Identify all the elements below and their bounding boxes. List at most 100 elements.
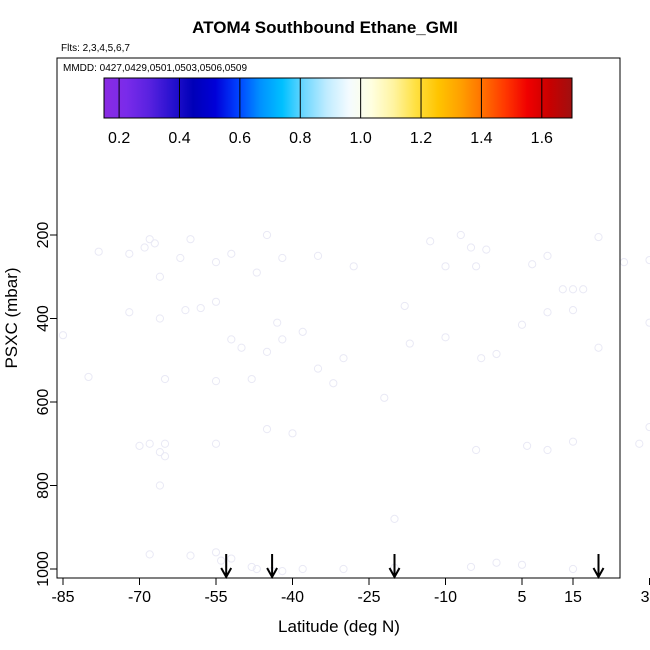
sample-point (472, 262, 481, 271)
sample-point (645, 318, 650, 327)
sample-point (140, 243, 149, 252)
sample-point (278, 335, 287, 344)
sample-point (181, 306, 190, 315)
sample-point (227, 335, 236, 344)
colorbar-tick-label: 0.8 (289, 130, 311, 147)
flight-arrow (388, 554, 401, 580)
sample-point (400, 301, 409, 311)
sample-point (492, 558, 501, 567)
sample-point (155, 481, 164, 490)
sample-point (645, 422, 650, 432)
colorbar-tick-label: 1.0 (350, 130, 372, 147)
x-tick-label: -25 (357, 589, 380, 606)
flight-arrow (592, 554, 605, 580)
sample-point (160, 374, 170, 384)
sample-point (466, 562, 476, 572)
sample-point (523, 441, 532, 450)
sample-point (125, 308, 134, 317)
sample-point (252, 268, 261, 277)
sample-point (339, 564, 348, 574)
x-tick-label: 15 (564, 589, 582, 606)
sample-point (349, 262, 358, 271)
sample-point (528, 260, 537, 269)
sample-point (247, 562, 256, 572)
mmdd-label: MMDD: 0427,0429,0501,0503,0506,0509 (63, 63, 247, 74)
sample-point (380, 393, 389, 402)
colorbar-ticks: 0.2 0.4 0.6 0.8 1.0 1.2 1.4 1.6 (108, 78, 553, 147)
sample-point (150, 239, 159, 248)
colorbar-tick-label: 0.4 (168, 130, 190, 147)
y-tick-label: 600 (35, 389, 52, 416)
sample-point (517, 560, 527, 569)
sample-point (619, 258, 629, 267)
sample-point (543, 308, 552, 317)
x-tick-label: -55 (204, 589, 227, 606)
sample-point (426, 237, 435, 246)
sample-point (145, 235, 154, 244)
sample-point (635, 439, 644, 448)
sample-point (262, 347, 272, 356)
sample-point (145, 550, 154, 559)
x-tick-label: -85 (51, 589, 74, 606)
y-axis-title: PSXC (mbar) (2, 267, 21, 368)
sample-point (176, 253, 185, 263)
colorbar-tick-label: 1.2 (410, 130, 432, 147)
sample-point (390, 514, 399, 524)
sample-point (237, 343, 246, 352)
sample-point (568, 437, 578, 446)
x-tick-label: -70 (128, 589, 151, 606)
sample-point (278, 253, 287, 263)
sample-point (288, 429, 297, 438)
sample-points-layer (58, 230, 650, 576)
sample-point (160, 452, 170, 461)
flight-arrows-layer (220, 554, 605, 580)
sample-point (517, 320, 527, 329)
sample-point (482, 245, 491, 254)
sample-point (568, 306, 578, 315)
sample-point (568, 564, 578, 574)
sample-point (196, 303, 205, 313)
sample-point (594, 232, 603, 242)
sample-point (441, 262, 450, 271)
sample-point (278, 566, 287, 576)
sample-point (227, 249, 236, 258)
sample-point (227, 554, 236, 563)
sample-point (252, 564, 261, 574)
sample-point (472, 445, 481, 455)
sample-point (339, 354, 348, 363)
x-tick-label: 5 (518, 589, 527, 606)
sample-point (155, 314, 164, 323)
sample-point (313, 364, 323, 373)
sample-point (211, 439, 221, 448)
sample-point (441, 333, 450, 342)
chart-title: ATOM4 Southbound Ethane_GMI (192, 18, 458, 37)
sample-point (94, 247, 103, 256)
x-tick-label: -40 (281, 589, 304, 606)
flights-label: Flts: 2,3,4,5,6,7 (61, 43, 130, 54)
sample-point (262, 230, 272, 240)
sample-point (466, 243, 476, 252)
colorbar-tick-label: 1.4 (470, 130, 492, 147)
x-axis-title: Latitude (deg N) (278, 617, 400, 636)
sample-point (247, 374, 256, 384)
sample-point (155, 448, 164, 457)
sample-point (211, 377, 221, 386)
sample-point (262, 425, 272, 434)
sample-point (543, 445, 552, 455)
sample-point (558, 285, 567, 294)
sample-point (160, 439, 170, 448)
sample-point (492, 349, 501, 359)
y-tick-label: 400 (35, 305, 52, 332)
y-tick-label: 1000 (35, 551, 52, 587)
sample-point (405, 339, 414, 348)
flight-arrow (220, 554, 233, 580)
colorbar: 0.2 0.4 0.6 0.8 1.0 1.2 1.4 1.6 (103, 77, 573, 147)
colorbar-tick-label: 0.2 (108, 130, 130, 147)
sample-point (477, 354, 486, 363)
sample-point (645, 255, 650, 265)
x-axis: -85-70-55-40-25-1051530456075 (51, 578, 650, 606)
sample-point (456, 230, 465, 240)
sample-point (211, 297, 221, 306)
sample-point (84, 372, 93, 382)
